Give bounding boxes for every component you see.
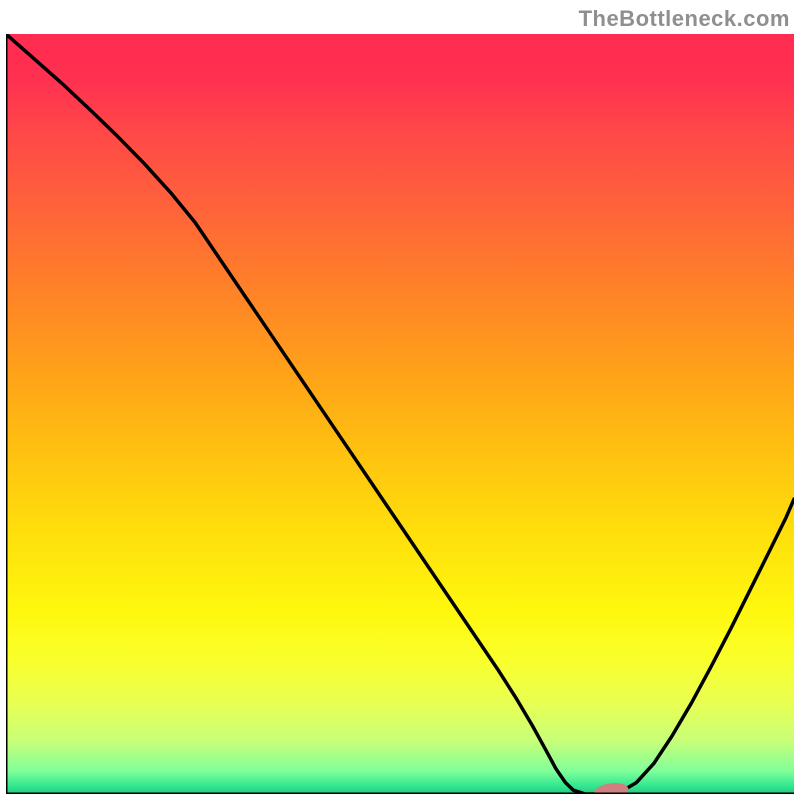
plot-svg [6,34,794,794]
gradient-background [6,34,794,794]
watermark-text: TheBottleneck.com [579,6,790,32]
figure-root: TheBottleneck.com [0,0,800,800]
plot-area [6,34,794,794]
